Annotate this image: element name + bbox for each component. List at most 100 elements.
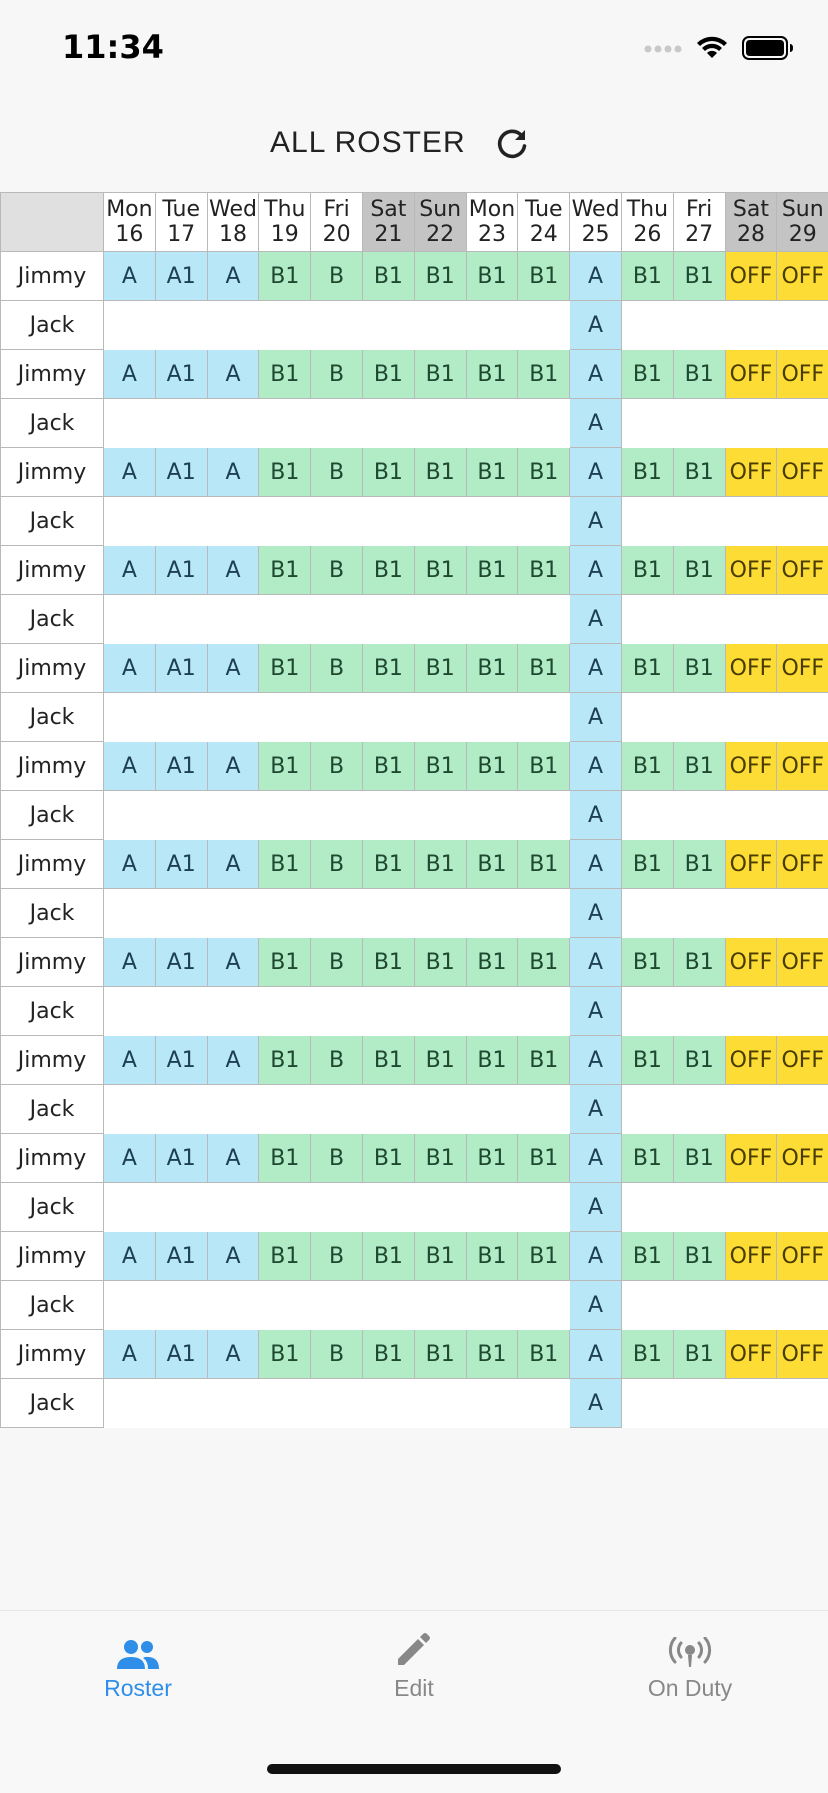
empty-shift-cell[interactable] (466, 791, 518, 840)
shift-cell[interactable]: B1 (621, 252, 673, 301)
empty-shift-cell[interactable] (518, 987, 570, 1036)
empty-shift-cell[interactable] (725, 1183, 777, 1232)
shift-cell[interactable]: A (570, 301, 622, 350)
empty-shift-cell[interactable] (311, 1281, 363, 1330)
shift-cell[interactable]: A1 (155, 938, 207, 987)
empty-shift-cell[interactable] (104, 301, 156, 350)
empty-shift-cell[interactable] (725, 791, 777, 840)
shift-cell[interactable]: A1 (155, 350, 207, 399)
empty-shift-cell[interactable] (155, 1085, 207, 1134)
empty-shift-cell[interactable] (311, 1183, 363, 1232)
shift-cell[interactable]: A (570, 350, 622, 399)
shift-cell[interactable]: B (311, 350, 363, 399)
empty-shift-cell[interactable] (104, 693, 156, 742)
shift-cell[interactable]: B1 (673, 1036, 725, 1085)
staff-name-cell[interactable]: Jimmy (1, 546, 104, 595)
shift-cell[interactable]: B1 (466, 546, 518, 595)
empty-shift-cell[interactable] (414, 497, 466, 546)
empty-shift-cell[interactable] (725, 399, 777, 448)
shift-cell[interactable]: B1 (362, 840, 414, 889)
shift-cell[interactable]: A (570, 252, 622, 301)
empty-shift-cell[interactable] (725, 693, 777, 742)
empty-shift-cell[interactable] (311, 399, 363, 448)
empty-shift-cell[interactable] (155, 693, 207, 742)
empty-shift-cell[interactable] (777, 399, 828, 448)
refresh-button[interactable] (494, 126, 530, 162)
shift-cell[interactable]: A (207, 840, 259, 889)
empty-shift-cell[interactable] (104, 595, 156, 644)
shift-cell[interactable]: B1 (466, 448, 518, 497)
empty-shift-cell[interactable] (518, 497, 570, 546)
empty-shift-cell[interactable] (466, 1085, 518, 1134)
shift-cell[interactable]: B (311, 1330, 363, 1379)
empty-shift-cell[interactable] (518, 1085, 570, 1134)
shift-cell[interactable]: B1 (362, 252, 414, 301)
empty-shift-cell[interactable] (104, 889, 156, 938)
shift-cell[interactable]: A (104, 1134, 156, 1183)
shift-cell[interactable]: B (311, 742, 363, 791)
shift-cell[interactable]: B1 (518, 1232, 570, 1281)
staff-name-cell[interactable]: Jack (1, 1379, 104, 1428)
empty-shift-cell[interactable] (259, 791, 311, 840)
empty-shift-cell[interactable] (466, 693, 518, 742)
shift-cell[interactable]: B1 (673, 1134, 725, 1183)
shift-cell[interactable]: A (207, 938, 259, 987)
empty-shift-cell[interactable] (311, 497, 363, 546)
shift-cell[interactable]: B1 (673, 840, 725, 889)
empty-shift-cell[interactable] (673, 1379, 725, 1428)
shift-cell[interactable]: B1 (518, 546, 570, 595)
empty-shift-cell[interactable] (621, 1085, 673, 1134)
shift-cell[interactable]: B1 (259, 1232, 311, 1281)
shift-cell[interactable]: A (207, 742, 259, 791)
empty-shift-cell[interactable] (621, 497, 673, 546)
shift-cell[interactable]: B1 (466, 1134, 518, 1183)
shift-cell[interactable]: B1 (414, 840, 466, 889)
shift-cell[interactable]: B1 (621, 938, 673, 987)
shift-cell[interactable]: B1 (673, 938, 725, 987)
shift-cell[interactable]: B1 (673, 252, 725, 301)
shift-cell[interactable]: B1 (259, 840, 311, 889)
empty-shift-cell[interactable] (311, 1379, 363, 1428)
shift-cell[interactable]: OFF (777, 1134, 828, 1183)
shift-cell[interactable]: A (207, 1134, 259, 1183)
empty-shift-cell[interactable] (621, 1183, 673, 1232)
shift-cell[interactable]: B1 (259, 644, 311, 693)
empty-shift-cell[interactable] (777, 301, 828, 350)
empty-shift-cell[interactable] (466, 595, 518, 644)
empty-shift-cell[interactable] (466, 301, 518, 350)
shift-cell[interactable]: A1 (155, 1330, 207, 1379)
empty-shift-cell[interactable] (777, 1183, 828, 1232)
shift-cell[interactable]: B1 (414, 252, 466, 301)
shift-cell[interactable]: OFF (725, 840, 777, 889)
shift-cell[interactable]: B1 (259, 1330, 311, 1379)
shift-cell[interactable]: OFF (777, 644, 828, 693)
shift-cell[interactable]: A (570, 742, 622, 791)
shift-cell[interactable]: B1 (259, 1036, 311, 1085)
shift-cell[interactable]: A (104, 938, 156, 987)
empty-shift-cell[interactable] (518, 791, 570, 840)
empty-shift-cell[interactable] (725, 595, 777, 644)
shift-cell[interactable]: B1 (362, 1134, 414, 1183)
shift-cell[interactable]: B1 (414, 1036, 466, 1085)
shift-cell[interactable]: B1 (414, 644, 466, 693)
shift-cell[interactable]: A (104, 742, 156, 791)
empty-shift-cell[interactable] (362, 1281, 414, 1330)
shift-cell[interactable]: OFF (725, 644, 777, 693)
staff-name-cell[interactable]: Jimmy (1, 742, 104, 791)
empty-shift-cell[interactable] (104, 1379, 156, 1428)
empty-shift-cell[interactable] (362, 301, 414, 350)
staff-name-cell[interactable]: Jimmy (1, 1134, 104, 1183)
shift-cell[interactable]: OFF (725, 742, 777, 791)
empty-shift-cell[interactable] (104, 1281, 156, 1330)
empty-shift-cell[interactable] (673, 497, 725, 546)
empty-shift-cell[interactable] (673, 399, 725, 448)
empty-shift-cell[interactable] (311, 595, 363, 644)
empty-shift-cell[interactable] (104, 987, 156, 1036)
shift-cell[interactable]: A (104, 546, 156, 595)
shift-cell[interactable]: OFF (777, 742, 828, 791)
shift-cell[interactable]: OFF (777, 840, 828, 889)
empty-shift-cell[interactable] (725, 889, 777, 938)
staff-name-cell[interactable]: Jimmy (1, 448, 104, 497)
shift-cell[interactable]: B1 (673, 350, 725, 399)
shift-cell[interactable]: B1 (362, 448, 414, 497)
